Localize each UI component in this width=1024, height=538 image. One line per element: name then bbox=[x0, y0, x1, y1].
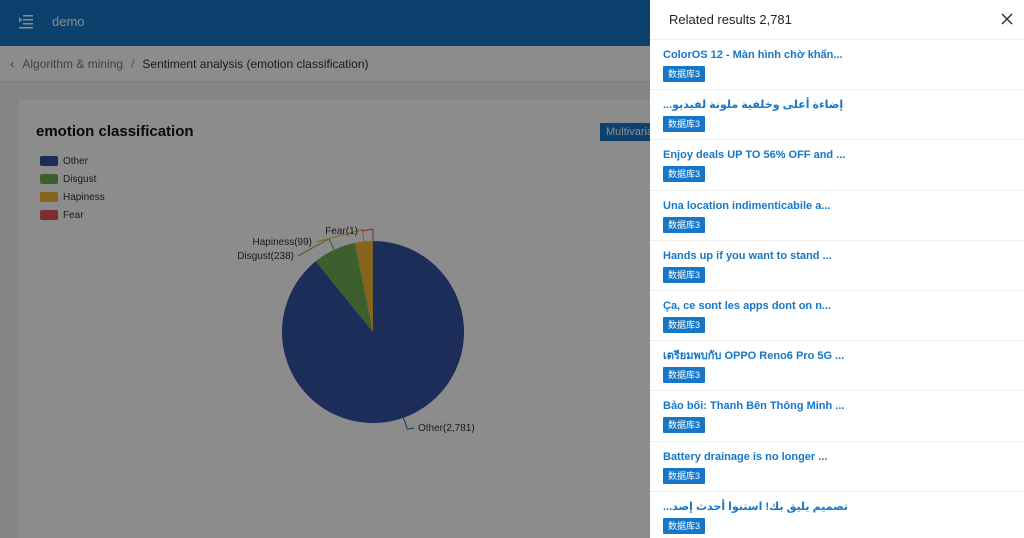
result-title-link[interactable]: Bảo bối: Thanh Bên Thông Minh ... bbox=[663, 400, 845, 413]
result-item[interactable]: Bảo bối: Thanh Bên Thông Minh ... 数据库3 bbox=[650, 391, 1024, 442]
database-tag: 数据库3 bbox=[663, 467, 706, 484]
result-title-link[interactable]: تصميم يليق بك! استنوا أحدث إصد... bbox=[663, 500, 849, 513]
result-item[interactable]: Hands up if you want to stand ... 数据库3 bbox=[650, 241, 1024, 291]
legend-item-other[interactable]: Other bbox=[40, 152, 105, 170]
pie-leader-line bbox=[361, 228, 374, 242]
legend-label: Disgust bbox=[63, 173, 97, 185]
database-tag: 数据库3 bbox=[663, 517, 706, 534]
result-item[interactable]: تصميم يليق بك! استنوا أحدث إصد... 数据库3 bbox=[650, 492, 1024, 538]
related-results-drawer: Related results 2,781 ColorOS 12 - Màn h… bbox=[650, 0, 1024, 538]
breadcrumb-separator: / bbox=[131, 56, 135, 71]
pie-leader-line bbox=[402, 417, 415, 430]
legend-swatch bbox=[40, 156, 58, 166]
database-tag: 数据库3 bbox=[663, 66, 706, 82]
drawer-header: Related results 2,781 bbox=[650, 0, 1024, 40]
result-item[interactable]: Ça, ce sont les apps dont on n... 数据库3 bbox=[650, 291, 1024, 342]
chart-card: Other(2,781) Disgust(238) Hapiness(99) Fear… bbox=[18, 100, 718, 538]
menu-fold-icon[interactable] bbox=[18, 13, 34, 29]
result-item[interactable]: เตรียมพบกับ OPPO Reno6 Pro 5G ... 数据库3 bbox=[650, 341, 1024, 392]
pie-leader-line bbox=[315, 228, 365, 243]
legend-item-disgust[interactable]: Disgust bbox=[40, 170, 105, 188]
result-item[interactable]: إضاءة أعلى وخلفية ملونة لفيديو... 数据库3 bbox=[650, 90, 1024, 141]
result-item[interactable]: Enjoy deals UP TO 56% OFF and ... 数据库3 bbox=[650, 140, 1024, 191]
result-title-link[interactable]: Ça, ce sont les apps dont on n... bbox=[663, 299, 832, 312]
chart-legend: Other Disgust Hapiness Fear bbox=[40, 152, 105, 224]
breadcrumb-parent-link[interactable]: Algorithm & mining bbox=[22, 56, 124, 71]
database-tag: 数据库3 bbox=[663, 216, 706, 233]
result-title-link[interactable]: Hands up if you want to stand ... bbox=[663, 249, 832, 262]
results-list: ColorOS 12 - Màn hình chờ khẩn... 数据库3 إضا… bbox=[650, 40, 1024, 538]
result-title-link[interactable]: إضاءة أعلى وخلفية ملونة لفيديو... bbox=[663, 99, 844, 112]
database-tag: 数据库3 bbox=[663, 266, 706, 283]
pie-data-label: Disgust(238) bbox=[237, 251, 294, 262]
legend-item-hapiness[interactable]: Hapiness bbox=[40, 188, 105, 206]
legend-swatch bbox=[40, 210, 58, 220]
legend-label: Fear bbox=[63, 209, 84, 221]
multivariate-button[interactable]: Multivaria bbox=[600, 123, 660, 141]
app-title: demo bbox=[52, 14, 85, 29]
pie-data-label: Hapiness(99) bbox=[253, 237, 312, 248]
pie-data-label: Fear(1) bbox=[325, 226, 358, 237]
database-tag: 数据库3 bbox=[663, 417, 706, 434]
database-tag: 数据库3 bbox=[663, 166, 706, 183]
chart-title: emotion classification bbox=[36, 123, 194, 140]
database-tag: 数据库3 bbox=[663, 316, 706, 333]
legend-label: Other bbox=[63, 155, 89, 167]
drawer-title: Related results 2,781 bbox=[669, 12, 792, 27]
pie-chart: Other(2,781) Disgust(238) Hapiness(99) Fear… bbox=[237, 226, 475, 434]
legend-item-fear[interactable]: Fear bbox=[40, 206, 105, 224]
database-tag: 数据库3 bbox=[663, 116, 706, 133]
breadcrumb-current: Sentiment analysis (emotion classificati… bbox=[142, 56, 369, 71]
legend-swatch bbox=[40, 192, 58, 202]
result-title-link[interactable]: Enjoy deals UP TO 56% OFF and ... bbox=[663, 149, 846, 162]
result-title-link[interactable]: Battery drainage is no longer ... bbox=[663, 450, 828, 463]
result-title-link[interactable]: Una location indimenticabile a... bbox=[663, 199, 831, 212]
result-item[interactable]: ColorOS 12 - Màn hình chờ khẩn... 数据库3 bbox=[650, 40, 1024, 91]
close-icon[interactable] bbox=[996, 8, 1018, 30]
legend-swatch bbox=[40, 174, 58, 184]
pie-slice-hapiness[interactable] bbox=[354, 241, 373, 332]
pie-data-label: Other(2,781) bbox=[418, 423, 475, 434]
database-tag: 数据库3 bbox=[663, 367, 706, 384]
back-chevron-icon[interactable]: ‹ bbox=[10, 56, 15, 71]
result-title-link[interactable]: ColorOS 12 - Màn hình chờ khẩn... bbox=[663, 49, 843, 61]
result-title-link[interactable]: เตรียมพบกับ OPPO Reno6 Pro 5G ... bbox=[663, 350, 845, 363]
legend-label: Hapiness bbox=[63, 191, 105, 203]
result-item[interactable]: Una location indimenticabile a... 数据库3 bbox=[650, 191, 1024, 241]
pie-slice-disgust[interactable] bbox=[315, 242, 373, 332]
result-item[interactable]: Battery drainage is no longer ... 数据库3 bbox=[650, 442, 1024, 492]
